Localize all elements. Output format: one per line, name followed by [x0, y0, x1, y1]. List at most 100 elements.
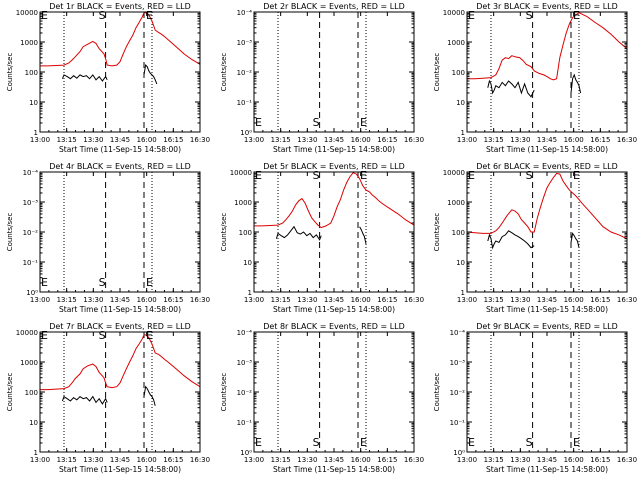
- x-tick-label: 13:45: [324, 296, 344, 304]
- y-tick-label: 100: [25, 389, 38, 397]
- y-axis-label: Counts/sec: [433, 373, 441, 412]
- end-interval-label: E: [146, 9, 153, 22]
- y-tick-label: 100: [452, 229, 465, 237]
- x-tick-label: 16:00: [137, 456, 157, 464]
- y-tick-label: 10⁻⁴: [237, 329, 253, 337]
- y-tick-label: 10⁻²: [23, 229, 39, 237]
- x-tick-label: 13:15: [484, 456, 504, 464]
- x-tick-label: 13:00: [30, 456, 50, 464]
- y-axis-label: Counts/sec: [220, 213, 228, 252]
- detector-panel: Det 1r BLACK = Events, RED = LLD 13:00 13:…: [6, 2, 210, 154]
- panel-title: Det 4r BLACK = Events, RED = LLD: [49, 162, 191, 171]
- x-axis-label: Start Time (11-Sep-15 14:58:00): [486, 465, 608, 474]
- y-tick-label: 10000: [443, 9, 465, 17]
- detector-panel: Det 6r BLACK = Events, RED = LLD 13:00 13:…: [433, 162, 637, 314]
- x-tick-label: 16:15: [590, 456, 610, 464]
- start-interval-label: S: [526, 169, 533, 182]
- y-tick-label: 10: [29, 99, 38, 107]
- x-tick-label: 13:15: [57, 136, 77, 144]
- x-tick-label: 16:15: [163, 296, 183, 304]
- y-tick-label: 10⁻¹: [450, 419, 466, 427]
- x-tick-label: 13:15: [57, 456, 77, 464]
- x-tick-label: 13:45: [537, 136, 557, 144]
- x-tick-label: 13:00: [457, 296, 477, 304]
- x-tick-label: 16:30: [190, 296, 210, 304]
- y-tick-label: 10⁰: [240, 449, 252, 457]
- y-tick-label: 10⁻¹: [23, 259, 39, 267]
- x-tick-label: 13:30: [510, 296, 530, 304]
- x-tick-label: 13:30: [510, 136, 530, 144]
- y-tick-label: 1000: [20, 39, 38, 47]
- x-tick-label: 16:30: [190, 456, 210, 464]
- x-tick-label: 16:00: [351, 136, 371, 144]
- x-axis-label: Start Time (11-Sep-15 14:58:00): [59, 305, 181, 314]
- x-tick-label: 13:15: [484, 296, 504, 304]
- x-axis-label: Start Time (11-Sep-15 14:58:00): [273, 305, 395, 314]
- x-tick-label: 13:15: [484, 136, 504, 144]
- x-tick-label: 16:30: [617, 136, 637, 144]
- y-tick-label: 1000: [234, 199, 252, 207]
- y-tick-label: 100: [452, 69, 465, 77]
- x-tick-label: 16:15: [377, 136, 397, 144]
- x-tick-label: 16:00: [564, 456, 584, 464]
- y-axis-label: Counts/sec: [220, 53, 228, 92]
- x-tick-label: 13:15: [271, 136, 291, 144]
- x-tick-label: 16:00: [351, 456, 371, 464]
- x-tick-label: 13:45: [324, 136, 344, 144]
- detector-panel: Det 4r BLACK = Events, RED = LLD 13:00 13:…: [6, 162, 210, 314]
- y-axis-label: Counts/sec: [6, 213, 14, 252]
- left-edge-marker-label: E: [468, 436, 475, 449]
- y-tick-label: 10: [243, 259, 252, 267]
- x-tick-label: 16:30: [404, 456, 424, 464]
- start-interval-label: S: [99, 9, 106, 22]
- y-tick-label: 10⁻¹: [237, 99, 253, 107]
- left-edge-marker-label: E: [255, 169, 262, 182]
- detector-panel: Det 2r BLACK = Events, RED = LLD 13:00 13:…: [220, 2, 424, 154]
- end-interval-label: E: [573, 9, 580, 22]
- events-series-line: [570, 73, 582, 94]
- end-interval-label: E: [146, 329, 153, 342]
- x-tick-label: 16:30: [190, 136, 210, 144]
- panel-title: Det 9r BLACK = Events, RED = LLD: [476, 322, 618, 331]
- events-series-line: [61, 74, 108, 82]
- y-tick-label: 10⁻³: [237, 39, 253, 47]
- start-interval-label: S: [99, 329, 106, 342]
- x-axis-label: Start Time (11-Sep-15 14:58:00): [486, 145, 608, 154]
- events-series-line: [143, 64, 158, 85]
- left-edge-marker-label: E: [468, 169, 475, 182]
- x-tick-label: 16:30: [404, 136, 424, 144]
- events-series-line: [570, 232, 580, 248]
- start-interval-label: S: [313, 169, 320, 182]
- lld-series-line: [254, 172, 414, 229]
- y-tick-label: 10⁻⁴: [23, 169, 39, 177]
- y-tick-label: 10000: [16, 9, 38, 17]
- events-series-line: [359, 226, 367, 245]
- detector-panel: Det 3r BLACK = Events, RED = LLD 13:00 13:…: [433, 2, 637, 154]
- y-tick-label: 10⁻²: [237, 69, 253, 77]
- x-tick-label: 13:45: [110, 456, 130, 464]
- y-axis-label: Counts/sec: [433, 53, 441, 92]
- x-tick-label: 16:15: [163, 136, 183, 144]
- start-interval-label: S: [526, 436, 533, 449]
- y-tick-label: 1: [248, 289, 252, 297]
- panel-title: Det 3r BLACK = Events, RED = LLD: [476, 2, 618, 11]
- x-tick-label: 13:45: [110, 296, 130, 304]
- x-tick-label: 13:00: [244, 456, 264, 464]
- x-tick-label: 13:00: [244, 136, 264, 144]
- events-series-line: [61, 395, 108, 405]
- panel-title: Det 2r BLACK = Events, RED = LLD: [263, 2, 405, 11]
- y-tick-label: 1000: [447, 39, 465, 47]
- start-interval-label: S: [313, 116, 320, 129]
- x-tick-label: 13:00: [457, 456, 477, 464]
- x-tick-label: 16:15: [163, 456, 183, 464]
- y-tick-label: 10⁻¹: [237, 419, 253, 427]
- end-interval-label: E: [360, 116, 367, 129]
- x-tick-label: 13:15: [57, 296, 77, 304]
- lld-series-line: [40, 334, 200, 391]
- y-axis-label: Counts/sec: [6, 53, 14, 92]
- y-axis-label: Counts/sec: [6, 373, 14, 412]
- x-tick-label: 13:00: [30, 136, 50, 144]
- start-interval-label: S: [526, 9, 533, 22]
- panel-title: Det 5r BLACK = Events, RED = LLD: [263, 162, 405, 171]
